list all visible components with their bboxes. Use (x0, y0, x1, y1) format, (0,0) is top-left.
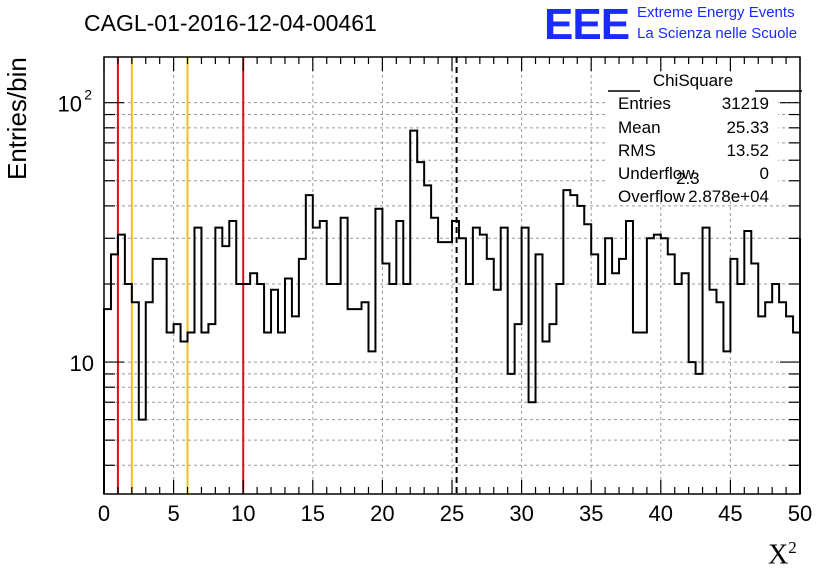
x-tick-label: 10 (231, 501, 255, 526)
stats-value: 13.52 (726, 141, 769, 160)
x-tick-label: 45 (718, 501, 742, 526)
logo-line-1: Extreme Energy Events (637, 4, 795, 21)
x-tick-label: 35 (579, 501, 603, 526)
x-axis-label-sup: 2 (788, 538, 797, 557)
x-tick-label: 25 (440, 501, 464, 526)
x-tick-label: 30 (509, 501, 533, 526)
stats-label: Mean (618, 118, 661, 137)
chart-title: CAGL-01-2016-12-04-00461 (84, 10, 377, 36)
stats-label: Overflow (618, 187, 686, 206)
stats-value: 2.878e+04 (688, 187, 769, 206)
x-tick-label: 15 (301, 501, 325, 526)
x-axis-label-base: X (768, 539, 789, 571)
stats-value: 0 (760, 164, 769, 183)
stats-value: 31219 (722, 94, 769, 113)
x-tick-label: 50 (788, 501, 812, 526)
stats-label: Entries (618, 94, 671, 113)
y-tick-label-exponent: 2 (84, 87, 92, 103)
x-tick-label: 5 (167, 501, 179, 526)
x-tick-label: 40 (649, 501, 673, 526)
eee-logo: EEE (544, 0, 630, 49)
stats-label: Underflow (618, 164, 695, 183)
stats-box: ChiSquare Entries 31219 Mean 25.33 RMS 1… (608, 71, 802, 206)
x-tick-label: 20 (370, 501, 394, 526)
stats-box-bg (608, 72, 778, 200)
stats-box-title: ChiSquare (653, 71, 733, 90)
y-tick-label: 10 (58, 92, 82, 117)
stats-label: RMS (618, 141, 656, 160)
vertical-markers (116, 57, 458, 494)
histogram-series (103, 129, 801, 494)
logo-line-2: La Scienza nelle Scuole (637, 25, 798, 42)
y-tick-label: 10 (70, 351, 94, 376)
axis-ticks (103, 57, 801, 494)
stats-value: 25.33 (726, 118, 769, 137)
x-axis-label: X2 (768, 538, 797, 571)
x-tick-label: 0 (98, 501, 110, 526)
stats-overlap-digits: 2.3 (676, 169, 700, 188)
